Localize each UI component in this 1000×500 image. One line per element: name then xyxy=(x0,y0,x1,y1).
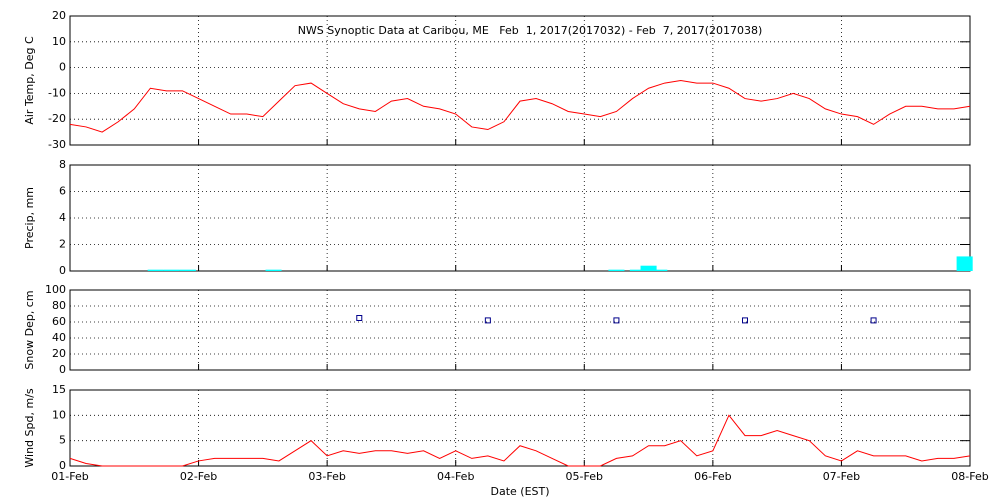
x-axis-label: Date (EST) xyxy=(490,485,549,498)
y-tick-label: -10 xyxy=(48,86,66,99)
y-tick-label: 2 xyxy=(59,238,66,251)
plot-frame xyxy=(69,164,971,272)
y-axis-label: Air Temp, Deg C xyxy=(23,36,36,125)
x-tick-label: 07-Feb xyxy=(823,470,860,483)
y-axis-label: Snow Dep, cm xyxy=(23,290,36,369)
y-tick-label: 8 xyxy=(59,158,66,171)
point xyxy=(742,317,748,324)
y-tick-label: 10 xyxy=(52,408,66,421)
y-tick-label: -30 xyxy=(48,138,66,151)
point xyxy=(356,315,363,321)
y-tick-label: 20 xyxy=(52,9,66,22)
plot-frame xyxy=(69,389,971,467)
x-tick-label: 08-Feb xyxy=(951,470,988,483)
x-tick-label: 04-Feb xyxy=(437,470,474,483)
y-tick-label: 20 xyxy=(52,347,66,360)
y-tick-label: 80 xyxy=(52,299,66,312)
y-tick-label: 6 xyxy=(59,185,66,198)
data-line xyxy=(69,79,971,133)
data-line xyxy=(69,414,971,467)
bar xyxy=(163,269,180,271)
bar xyxy=(608,269,625,271)
bar xyxy=(179,269,196,271)
y-tick-label: 15 xyxy=(52,383,66,396)
x-tick-label: 02-Feb xyxy=(180,470,217,483)
y-tick-label: 40 xyxy=(52,331,66,344)
bar xyxy=(651,269,668,271)
plot-frame xyxy=(69,289,971,371)
y-tick-label: 60 xyxy=(52,315,66,328)
point xyxy=(484,317,491,324)
y-tick-label: 0 xyxy=(59,61,66,74)
y-axis-label: Wind Spd, m/s xyxy=(23,388,36,468)
y-axis-label: Precip, mm xyxy=(23,187,36,249)
y-tick-label: 10 xyxy=(52,35,66,48)
x-tick-label: 05-Feb xyxy=(566,470,603,483)
point xyxy=(613,317,620,324)
bar xyxy=(147,269,164,271)
y-tick-label: 100 xyxy=(45,283,66,296)
y-tick-label: -20 xyxy=(48,112,66,125)
y-tick-label: 4 xyxy=(59,211,66,224)
point xyxy=(870,317,877,324)
bar xyxy=(956,256,973,271)
y-tick-label: 0 xyxy=(59,459,66,472)
y-tick-label: 0 xyxy=(59,264,66,277)
bar xyxy=(640,265,657,271)
y-tick-label: 5 xyxy=(59,434,66,447)
x-tick-label: 06-Feb xyxy=(694,470,731,483)
x-tick-label: 03-Feb xyxy=(308,470,345,483)
bar xyxy=(265,269,282,271)
chart-title: NWS Synoptic Data at Caribou, ME Feb 1, … xyxy=(298,24,763,37)
bar xyxy=(629,269,646,271)
y-tick-label: 0 xyxy=(59,363,66,376)
plot-frame xyxy=(69,15,971,146)
x-tick-label: 01-Feb xyxy=(51,470,88,483)
